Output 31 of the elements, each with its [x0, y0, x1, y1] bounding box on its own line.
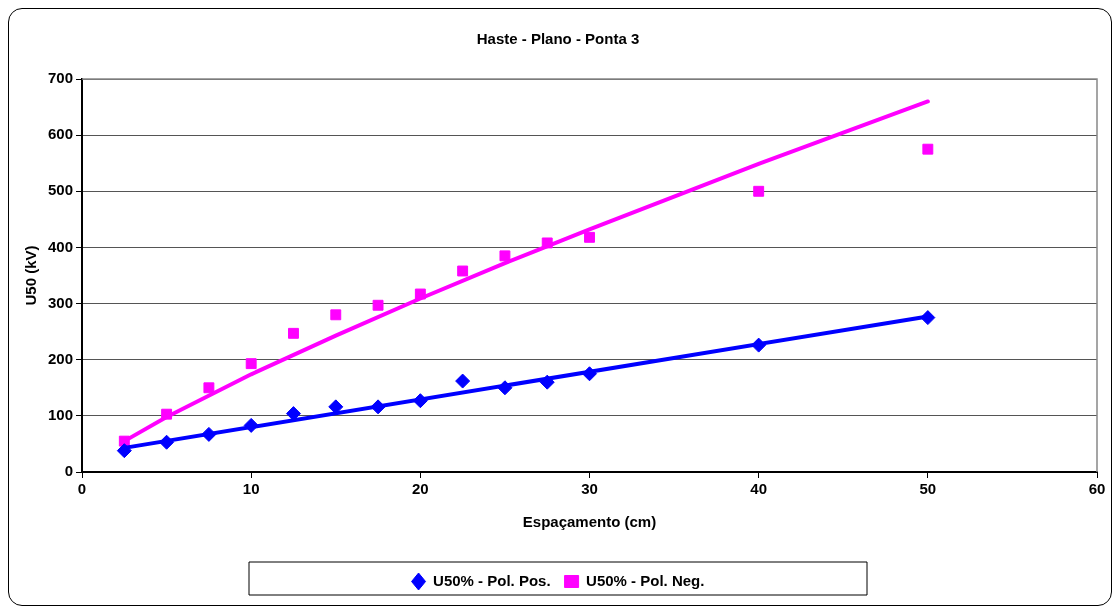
- point: [203, 382, 215, 394]
- point: [372, 299, 384, 311]
- x-axis-title: Espaçamento (cm): [522, 513, 657, 531]
- legend-label: U50% - Pol. Pos.: [433, 571, 551, 589]
- point: [753, 185, 765, 197]
- x-tick-label: 30: [581, 480, 598, 498]
- y-axis-title: U50 (kV): [22, 245, 40, 306]
- x-tick-label: 60: [1088, 480, 1106, 498]
- y-tick-label: 500: [48, 181, 74, 199]
- point: [584, 231, 595, 243]
- chart-title: Haste - Plano - Ponta 3: [476, 30, 640, 48]
- point: [288, 327, 299, 339]
- point: [455, 373, 471, 389]
- x-tick-label: 50: [919, 480, 937, 498]
- y-tick-label: 0: [64, 462, 74, 480]
- point: [245, 358, 257, 370]
- x-tick-label: 40: [750, 480, 768, 498]
- point: [922, 143, 934, 155]
- x-tick-label: 10: [242, 480, 260, 498]
- point: [330, 309, 342, 321]
- y-tick-label: 400: [48, 237, 74, 255]
- y-tick-label: 100: [48, 406, 74, 423]
- point: [457, 265, 469, 277]
- y-tick-label: 700: [48, 69, 74, 87]
- point: [499, 250, 511, 262]
- y-tick-label: 200: [48, 349, 74, 367]
- y-tick-label: 300: [48, 293, 74, 311]
- legend-label: U50% - Pol. Neg.: [586, 571, 705, 589]
- y-tick-label: 600: [48, 125, 74, 143]
- x-tick-label: 0: [77, 480, 87, 498]
- x-tick-label: 20: [412, 480, 429, 498]
